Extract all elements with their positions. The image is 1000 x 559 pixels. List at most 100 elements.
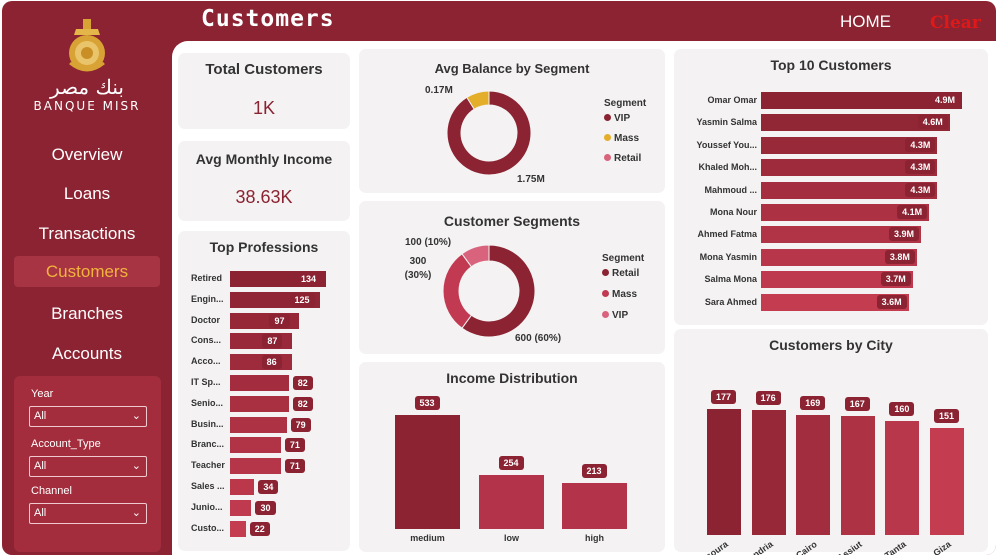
chart-title: Avg Balance by Segment (434, 61, 590, 76)
bar (230, 416, 287, 433)
chart-title: Customers by City (769, 337, 893, 353)
legend-label: Retail (614, 153, 642, 164)
legend-label: Retail (612, 268, 640, 279)
bar-category-label: Sara Ahmed (704, 296, 757, 307)
filter-account-type-label: Account_Type (31, 438, 101, 450)
bar-category-label: Youssef You... (696, 139, 757, 150)
nav-customers[interactable]: Customers (14, 256, 160, 287)
bar (796, 414, 831, 535)
bar-category-label: Junio... (191, 501, 223, 512)
bar (230, 375, 289, 391)
chart-title: Top 10 Customers (770, 57, 892, 73)
bar (562, 483, 627, 529)
bar (751, 409, 786, 535)
bar-value-label: 4.3M (905, 160, 936, 175)
bar-value-label: 4.1M (897, 205, 928, 219)
nav-accounts[interactable]: Accounts (52, 344, 122, 363)
slice-label: 0.17M (425, 85, 453, 96)
legend-dot (604, 154, 611, 161)
bar-value-label: 177 (711, 390, 737, 404)
legend-item: VIP (604, 113, 630, 124)
filter-account-type-value: All (34, 460, 47, 472)
bar-category-label: Ahmed Fatma (697, 229, 757, 240)
nav-loans[interactable]: Loans (63, 184, 111, 203)
bar-category-label: Mahmoud ... (704, 184, 758, 195)
bar-category-label: Custo... (191, 522, 224, 533)
bar-value-label: 34 (258, 480, 279, 494)
bar (761, 114, 950, 132)
chevron-down-icon: ⌄ (131, 507, 141, 519)
brand-logo: بنك مصر BANQUE MISR (2, 19, 172, 113)
x-tick-label: medium (410, 533, 445, 543)
legend-item: Retail (604, 153, 641, 164)
bar (707, 409, 741, 535)
bank-emblem-icon (69, 19, 105, 72)
bar-value-label: 151 (934, 408, 960, 423)
chevron-down-icon: ⌄ (131, 410, 141, 422)
bar-category-label: Mona Nour (710, 207, 757, 217)
clear-button[interactable]: Clear (930, 13, 981, 33)
bar-category-label: Teacher (191, 460, 225, 471)
bar (761, 248, 917, 266)
filter-channel-select[interactable]: All ⌄ (29, 503, 147, 524)
kpi-avg-income-card: Avg Monthly Income 38.63K (178, 141, 350, 221)
legend-title: Segment (602, 253, 645, 264)
legend-label: VIP (612, 310, 629, 321)
bar-value-label: 125 (289, 292, 315, 307)
slice-label: 300 (30%) (404, 256, 432, 281)
bar-category-label: Omar Omar (707, 95, 757, 105)
bar (230, 458, 281, 475)
bar-category-label: Retired (191, 273, 223, 283)
legend-title: Segment (604, 98, 647, 109)
bar-value-label: 30 (255, 500, 276, 515)
bar (761, 271, 913, 289)
legend-dot (602, 311, 609, 318)
bar-value-label: 86 (261, 355, 282, 370)
donut-chart (446, 90, 532, 176)
bar (761, 226, 921, 244)
top-professions-card: Top Professions Retired 134 Engin... 125 Doc… (178, 231, 350, 551)
filter-year-select[interactable]: All ⌄ (29, 406, 147, 427)
bar-value-label: 97 (269, 313, 290, 328)
bar-category-label: Yasmin Salma (696, 117, 757, 128)
bar-category-label: Salma Mona (704, 274, 757, 285)
income-distribution-card: Income Distribution 533 medium 254 low 213 hi… (359, 362, 665, 552)
home-button[interactable]: HOME (840, 12, 891, 31)
kpi-total-customers-value: 1K (252, 98, 276, 118)
slice-label: 100 (10%) (405, 237, 452, 248)
legend-label: Mass (612, 289, 638, 300)
donut-slice (466, 90, 490, 110)
bar-value-label: 4.3M (905, 182, 936, 197)
bar-category-label: Branc... (191, 439, 225, 450)
legend-dot (604, 134, 611, 141)
bar (761, 204, 930, 221)
bar-category-label: Senio... (191, 397, 224, 408)
bar (930, 427, 964, 535)
filter-channel-label: Channel (31, 485, 72, 497)
bar-value-label: 4.9M (930, 93, 961, 107)
nav-branches[interactable]: Branches (51, 304, 123, 323)
legend-item: Mass (604, 133, 639, 144)
legend-item: VIP (602, 310, 628, 321)
bar (885, 421, 920, 535)
bar-value-label: 82 (292, 376, 313, 390)
bar (479, 474, 544, 529)
chevron-down-icon: ⌄ (131, 460, 141, 472)
bar-value-label: 160 (889, 402, 915, 417)
donut-slice (461, 244, 490, 268)
bar (840, 416, 875, 535)
top-customers-card: Top 10 Customers Omar Omar 4.9M Yasmin Sal… (674, 49, 988, 325)
chart-title: Income Distribution (446, 370, 578, 386)
bar-value-label: 533 (414, 396, 440, 410)
bar-category-label: Mona Yasmin (699, 251, 757, 262)
bar-value-label: 4.6M (917, 115, 948, 130)
nav-overview[interactable]: Overview (51, 145, 123, 164)
bar (230, 354, 292, 371)
bar (230, 437, 281, 454)
filter-account-type-select[interactable]: All ⌄ (29, 456, 147, 477)
kpi-total-customers-card: Total Customers 1K (178, 53, 350, 129)
bar-value-label: 3.6M (876, 294, 907, 309)
kpi-avg-income-title: Avg Monthly Income (195, 151, 333, 167)
nav-transactions[interactable]: Transactions (38, 224, 136, 243)
